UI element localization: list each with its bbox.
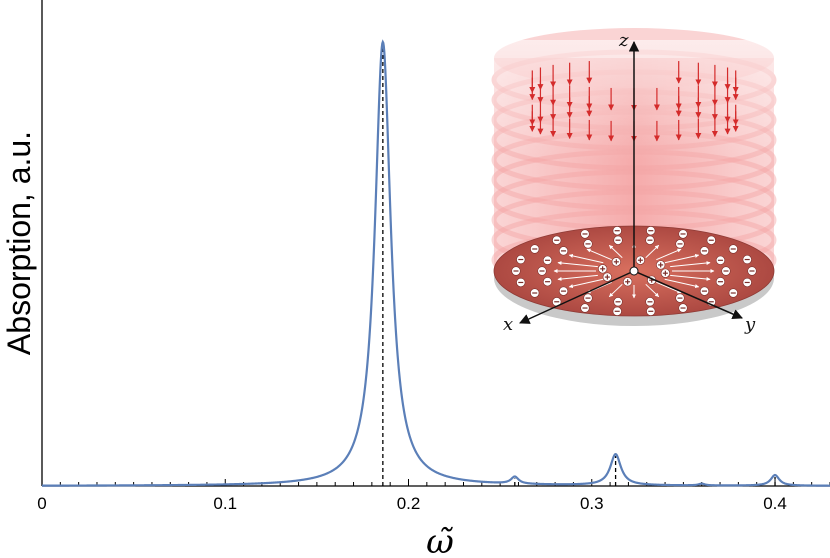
inset-y-axis: [633, 270, 743, 320]
minus-charge-icon: [728, 244, 738, 254]
disk-field-arrows: [553, 243, 715, 299]
absorption-curve: [42, 39, 830, 487]
y-axis-title: Absorption, a.u.: [1, 131, 37, 355]
field-arrows: [529, 61, 739, 142]
dashed-peak-markers: [382, 43, 776, 486]
disk-charges: [511, 226, 757, 316]
minus-charge-icon: [580, 229, 590, 239]
x-tick-label: 0: [37, 494, 46, 513]
plus-charge-icon: [598, 264, 608, 274]
inset-x-label: x: [503, 314, 513, 335]
x-tick-label: 0.4: [763, 494, 787, 513]
minus-charge-icon: [558, 286, 569, 296]
plus-charge-icon: [660, 268, 670, 278]
minus-charge-icon: [530, 288, 540, 298]
minus-charge-icon: [552, 297, 562, 307]
minus-charge-icon: [511, 266, 521, 276]
minus-charge-icon: [747, 266, 757, 276]
inset-y-label: y: [744, 314, 756, 335]
cylinder-inset: z x y: [491, 28, 777, 335]
minus-charge-icon: [646, 306, 656, 316]
minus-charge-icon: [558, 246, 569, 256]
minus-charge-icon: [583, 293, 593, 303]
inset-z-label: z: [618, 30, 629, 51]
x-tick-labels: 0 0.1 0.2 0.3 0.4: [37, 494, 787, 513]
minus-charge-icon: [542, 255, 553, 265]
minus-charge-icon: [715, 277, 726, 287]
plus-charge-icon: [635, 255, 645, 265]
x-tick-label: 0.1: [213, 494, 237, 513]
minus-charge-icon: [699, 286, 710, 296]
minus-charge-icon: [706, 235, 716, 245]
minus-charge-icon: [715, 255, 726, 265]
plus-charge-icon: [611, 257, 621, 267]
minus-charge-icon: [542, 277, 553, 287]
x-tick-label: 0.2: [397, 494, 421, 513]
minus-charge-icon: [516, 277, 526, 288]
x-tick-label: 0.3: [580, 494, 604, 513]
minus-charge-icon: [583, 239, 593, 249]
minus-charge-icon: [675, 239, 685, 249]
minus-charge-icon: [645, 297, 655, 307]
plus-charge-icon: [656, 260, 666, 270]
x-axis-title: ω̃: [426, 522, 454, 558]
minus-charge-icon: [645, 235, 655, 245]
plus-charge-icon: [602, 272, 612, 282]
minus-charge-icon: [646, 226, 656, 236]
minus-charge-icon: [537, 266, 547, 276]
minus-charge-icon: [742, 277, 752, 288]
minus-charge-icon: [742, 254, 752, 265]
minus-charge-icon: [721, 266, 731, 276]
minus-charge-icon: [678, 303, 688, 313]
minus-charge-icon: [530, 244, 540, 254]
minus-charge-icon: [552, 235, 562, 245]
minus-charge-icon: [678, 229, 688, 239]
minus-charge-icon: [675, 293, 685, 303]
minus-charge-icon: [699, 246, 710, 256]
minus-charge-icon: [613, 235, 623, 245]
plus-charge-icon: [623, 277, 633, 287]
minus-charge-icon: [580, 303, 590, 313]
minus-charge-icon: [612, 306, 622, 316]
inset-x-axis: [519, 270, 635, 324]
minus-charge-icon: [516, 254, 526, 265]
minus-charge-icon: [613, 297, 623, 307]
minus-charge-icon: [612, 226, 622, 236]
minus-charge-icon: [728, 288, 738, 298]
